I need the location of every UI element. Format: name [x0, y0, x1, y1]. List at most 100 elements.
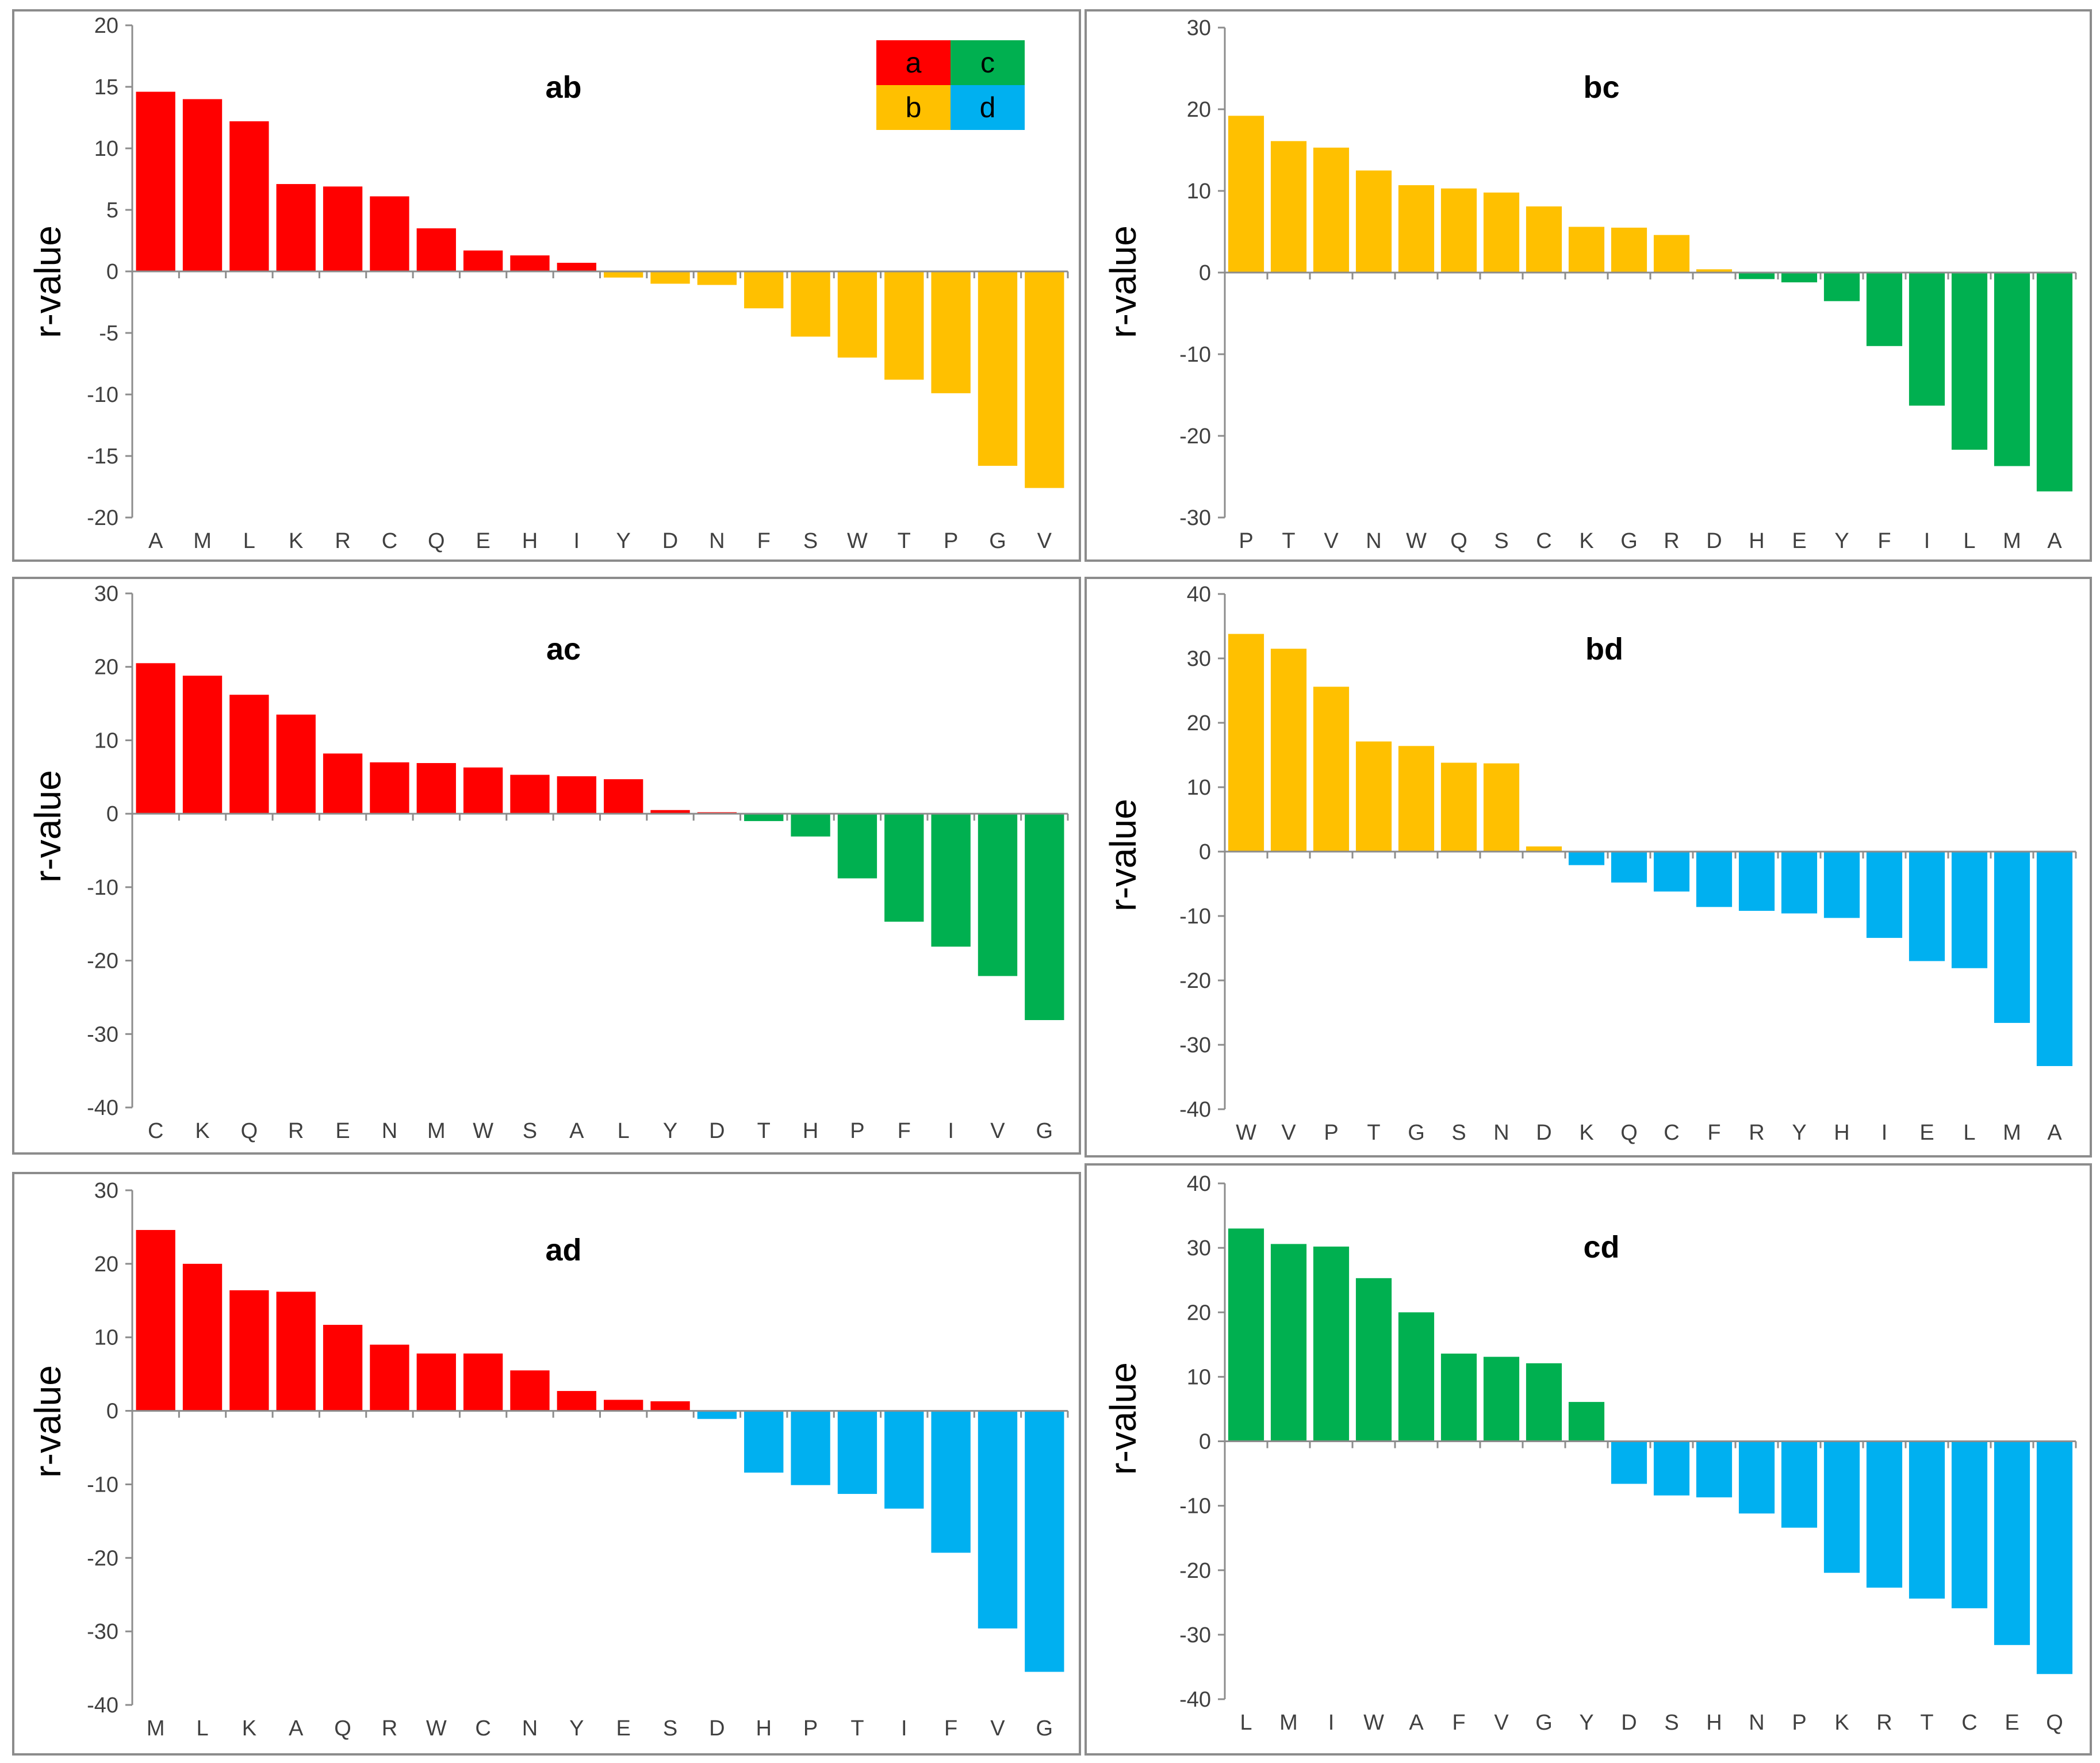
bar-G	[1611, 227, 1647, 273]
bar-D	[1611, 1441, 1647, 1484]
x-tick-label: D	[709, 1716, 725, 1741]
x-tick-label: I	[1881, 1121, 1888, 1145]
x-tick-label: T	[1367, 1121, 1380, 1145]
x-tick-label: E	[2005, 1711, 2019, 1735]
x-tick-label: E	[1792, 529, 1806, 553]
bar-A	[1398, 1312, 1435, 1442]
y-tick-label: -40	[87, 1693, 118, 1718]
x-tick-label: R	[1664, 529, 1679, 553]
x-tick-label: G	[1036, 1716, 1053, 1741]
bar-D	[697, 1411, 737, 1419]
x-tick-label: P	[1324, 1121, 1338, 1145]
chart-cd: 40 30 20 10 0 -10 -20 -30 -40 L M I W A F V G Y D S H N P K R T C E…	[1102, 1172, 2077, 1735]
x-tick-label: H	[803, 1119, 818, 1143]
bar-C	[1526, 206, 1562, 273]
y-axis-label: r-value	[27, 225, 68, 338]
y-tick-label: 10	[94, 729, 118, 753]
x-tick-label: H	[522, 529, 538, 553]
bar-V	[1313, 147, 1350, 273]
y-tick-label: -10	[1179, 1494, 1211, 1519]
x-tick-label: R	[382, 1716, 397, 1741]
bar-F	[884, 814, 924, 922]
bar-C	[463, 1353, 503, 1411]
y-tick-label: -20	[87, 949, 118, 974]
x-tick-label: M	[427, 1119, 446, 1143]
x-tick-label: W	[1406, 529, 1427, 553]
chart-title: ab	[545, 70, 581, 105]
y-tick-label: 30	[94, 1179, 118, 1203]
x-tick-label: A	[1409, 1711, 1424, 1735]
x-tick-label: Q	[334, 1716, 351, 1741]
bar-F	[931, 1411, 971, 1553]
bar-Q	[1611, 852, 1647, 883]
y-tick-label: 30	[1187, 1236, 1211, 1260]
x-tick-label: S	[663, 1716, 677, 1741]
bar-M	[1270, 1244, 1307, 1442]
bar-Q	[2036, 1441, 2073, 1674]
bar-P	[837, 814, 877, 879]
y-tick-label: 0	[1199, 1430, 1211, 1454]
y-tick-label: 30	[1187, 647, 1211, 671]
x-tick-label: P	[1239, 529, 1253, 553]
y-tick-label: 40	[1187, 1172, 1211, 1196]
bar-H	[1738, 273, 1775, 279]
chart-title: ad	[545, 1233, 581, 1267]
bar-S	[650, 1401, 690, 1411]
y-tick-label: -10	[87, 383, 118, 407]
bar-F	[1440, 1354, 1477, 1442]
y-tick-label: 0	[106, 1400, 118, 1424]
y-tick-label: -20	[1179, 969, 1211, 993]
y-tick-label: 20	[1187, 98, 1211, 122]
bar-D	[1526, 846, 1562, 852]
bar-I	[557, 263, 596, 271]
x-tick-label: T	[898, 529, 911, 553]
bar-I	[1909, 273, 1945, 406]
bar-W	[1228, 634, 1264, 852]
bar-Q	[229, 695, 269, 814]
bar-L	[182, 1263, 223, 1411]
bar-N	[370, 762, 409, 814]
bar-R	[323, 186, 363, 271]
x-tick-label: E	[1919, 1121, 1934, 1145]
bar-R	[276, 714, 316, 814]
bar-L	[1951, 273, 1988, 450]
y-tick-label: 20	[1187, 1301, 1211, 1325]
bar-Y	[1823, 273, 1860, 301]
x-tick-label: D	[1621, 1711, 1637, 1735]
x-tick-label: G	[1535, 1711, 1553, 1735]
x-tick-label: D	[662, 529, 678, 553]
bar-D	[1696, 269, 1733, 273]
x-tick-label: H	[756, 1716, 771, 1741]
chart-ad: 30 20 10 0 -10 -20 -30 -40 M L K A Q R W C N Y E S D H P T I F V Gr…	[27, 1179, 1069, 1741]
x-tick-label: V	[990, 1119, 1005, 1143]
x-tick-label: N	[1493, 1121, 1509, 1145]
bar-E	[604, 1400, 643, 1411]
bar-G	[1398, 746, 1435, 852]
x-tick-label: Q	[1620, 1121, 1638, 1145]
bar-H	[744, 1411, 784, 1473]
bar-T	[884, 271, 924, 380]
legend-label-d: d	[980, 91, 996, 124]
x-tick-label: G	[989, 529, 1006, 553]
chart-panel-bd: 40 30 20 10 0 -10 -20 -30 -40 W V P T G S N D K Q C F R Y H I E L M…	[1085, 577, 2092, 1158]
y-tick-label: -40	[1179, 1688, 1211, 1712]
y-tick-label: 0	[1199, 261, 1211, 285]
x-tick-label: L	[1240, 1711, 1252, 1735]
bar-E	[1994, 1441, 2030, 1645]
bar-N	[1738, 1441, 1775, 1514]
x-tick-label: V	[990, 1716, 1005, 1741]
x-tick-label: M	[2003, 529, 2021, 553]
x-tick-label: Y	[663, 1119, 677, 1143]
bar-Q	[1440, 188, 1477, 273]
bar-S	[1440, 762, 1477, 852]
bar-P	[931, 271, 971, 393]
bar-N	[697, 271, 737, 285]
x-tick-label: G	[1620, 529, 1638, 553]
x-tick-label: V	[1281, 1121, 1296, 1145]
bar-V	[1483, 1356, 1520, 1442]
bar-A	[276, 1291, 316, 1411]
chart-bc: 30 20 10 0 -10 -20 -30 P T V N W Q S C K G R D H E Y F I L M Ar-va…	[1102, 16, 2077, 553]
x-tick-label: N	[709, 529, 725, 553]
bar-G	[1526, 1363, 1562, 1442]
